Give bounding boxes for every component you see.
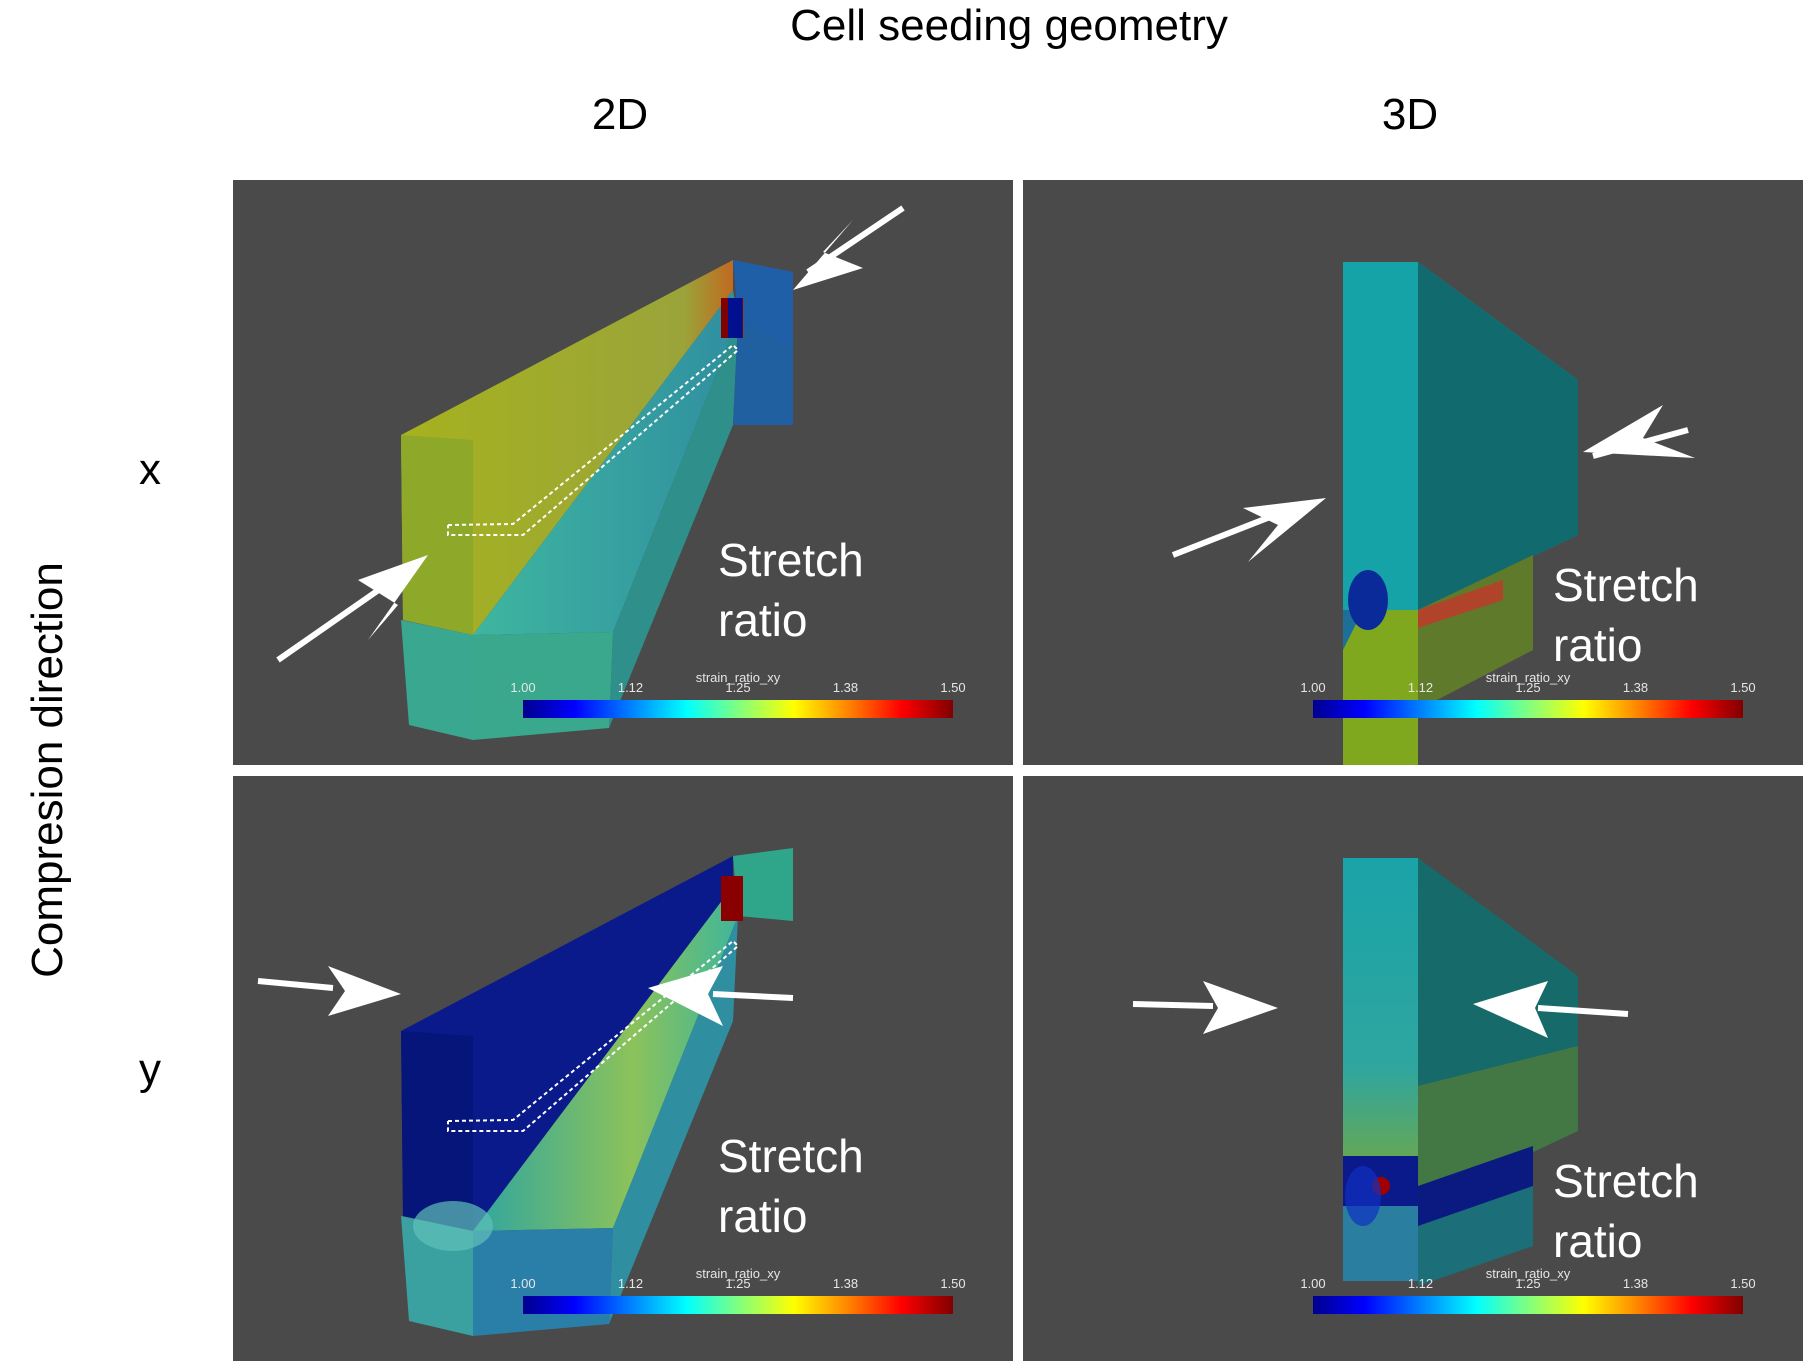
column-header-3d: 3D [1381, 90, 1439, 139]
beam-2d-y-render [257, 848, 794, 1336]
colorbar-tick: 1.00 [510, 1276, 536, 1291]
stretch-ratio-label: Stretch [1553, 559, 1699, 611]
colorbar-gradient [523, 1296, 953, 1314]
colorbar: strain_ratio_xy 1.00 1.12 1.25 1.38 1.50 [1300, 670, 1756, 730]
colorbar-gradient [1313, 700, 1743, 718]
row-header-y: y [139, 1045, 161, 1094]
colorbar-tick: 1.12 [1407, 1276, 1434, 1291]
colorbar-tick: 1.50 [940, 1276, 966, 1291]
colorbar-tick: 1.12 [1407, 680, 1434, 695]
colorbar: strain_ratio_xy 1.00 1.12 1.25 1.38 1.50 [1300, 1266, 1756, 1326]
column-header-2d: 2D [591, 90, 649, 139]
colorbar-tick: 1.00 [510, 680, 536, 695]
colorbar-tick: 1.12 [617, 1276, 644, 1291]
colorbar-title: strain_ratio_xy [1485, 1266, 1571, 1281]
colorbar-tick: 1.25 [725, 680, 751, 695]
colorbar-tick: 1.50 [1730, 1276, 1756, 1291]
stretch-ratio-label: Stretch [718, 1130, 864, 1182]
colorbar-tick: 1.12 [617, 680, 644, 695]
stretch-ratio-label: ratio [718, 594, 808, 646]
colorbar-tick: 1.25 [1515, 1276, 1541, 1291]
stretch-ratio-label: ratio [1553, 1215, 1643, 1267]
colorbar: strain_ratio_xy 1.00 1.12 1.25 1.38 1.50 [510, 670, 966, 730]
colorbar-tick: 1.00 [1300, 680, 1326, 695]
colorbar-tick: 1.38 [832, 680, 859, 695]
colorbar-tick: 1.38 [832, 1276, 859, 1291]
colorbar-title: strain_ratio_xy [695, 1266, 781, 1281]
stretch-ratio-label: Stretch [1553, 1155, 1699, 1207]
panel-3d-y: Stretch ratio strain_ratio_xy 1.00 1.12 … [1023, 776, 1803, 1361]
colorbar-tick: 1.25 [1515, 680, 1541, 695]
colorbar-gradient [523, 700, 953, 718]
stretch-ratio-label: Stretch [718, 534, 864, 586]
stretch-ratio-label: ratio [718, 1190, 808, 1242]
beam-2d-x-render [276, 205, 905, 740]
block-3d-y-render [1132, 858, 1629, 1286]
stretch-ratio-label: ratio [1553, 619, 1643, 671]
colorbar: strain_ratio_xy 1.00 1.12 1.25 1.38 1.50 [510, 1266, 966, 1326]
colorbar-tick: 1.50 [940, 680, 966, 695]
colorbar-tick: 1.00 [1300, 1276, 1326, 1291]
row-header-x: x [139, 445, 161, 494]
row-axis-label: Compresion direction [23, 562, 72, 978]
colorbar-tick: 1.38 [1622, 680, 1649, 695]
colorbar-tick: 1.25 [725, 1276, 751, 1291]
colorbar-gradient [1313, 1296, 1743, 1314]
colorbar-title: strain_ratio_xy [1485, 670, 1571, 685]
colorbar-title: strain_ratio_xy [695, 670, 781, 685]
colorbar-tick: 1.50 [1730, 680, 1756, 695]
panel-2d-y: Stretch ratio strain_ratio_xy 1.00 1.12 … [233, 776, 1013, 1361]
panel-3d-x: Stretch ratio strain_ratio_xy 1.00 1.12 … [1023, 180, 1803, 765]
panel-2d-x: Stretch ratio strain_ratio_xy 1.00 1.12 … [233, 180, 1013, 765]
colorbar-tick: 1.38 [1622, 1276, 1649, 1291]
block-3d-x-render [1171, 262, 1695, 765]
figure-title: Cell seeding geometry [790, 1, 1228, 50]
